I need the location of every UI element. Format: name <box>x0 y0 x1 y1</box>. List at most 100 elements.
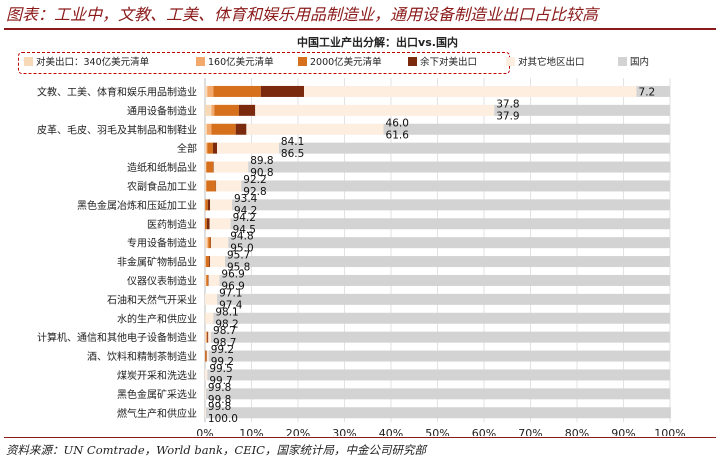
bar-segment <box>208 331 212 343</box>
x-tick-label: 70% <box>518 427 542 436</box>
bar-segment <box>230 218 670 230</box>
chart-title: 中国工业产出分解：出口vs.国内 <box>297 35 458 49</box>
data-label: 84.1 <box>281 136 304 148</box>
bar-segment <box>205 199 208 211</box>
bar-segment <box>205 142 207 154</box>
bar-segment <box>228 237 670 249</box>
bar-segment <box>206 161 214 173</box>
bar-segment <box>205 331 206 343</box>
data-label: 7.2 <box>639 86 656 98</box>
bar-segment <box>205 293 218 305</box>
bar-segment <box>213 85 261 97</box>
legend-label: 对美出口：340亿美元清单 <box>36 56 150 68</box>
bar-segment <box>231 199 670 211</box>
data-label: 99.8 <box>208 382 231 394</box>
category-label: 石油和天然气开采业 <box>107 293 197 306</box>
bar-segment <box>217 142 279 154</box>
category-label: 煤炭开采和洗选业 <box>117 369 197 382</box>
data-labels: 7.237.837.946.061.684.186.589.890.892.29… <box>208 86 655 424</box>
bar-segment <box>304 85 637 97</box>
bar-segment <box>205 350 207 362</box>
data-label: 99.2 <box>211 344 234 356</box>
gridlines <box>204 78 671 423</box>
bar-segment <box>205 369 208 381</box>
bar-segment <box>214 104 239 116</box>
category-label: 燃气生产和供应业 <box>117 407 197 420</box>
legend-swatch <box>24 57 33 66</box>
category-label: 专用设备制造业 <box>127 237 197 250</box>
data-label: 94.2 <box>233 212 256 224</box>
bar-segment <box>208 237 211 249</box>
bar-segment <box>205 407 206 419</box>
source-rule <box>4 437 716 438</box>
bar-segment <box>246 123 384 135</box>
bar-segment <box>211 123 236 135</box>
bar-segment <box>206 218 210 230</box>
legend-label: 对其它地区出口 <box>518 56 585 68</box>
data-label: 94.5 <box>233 224 256 236</box>
data-label: 37.9 <box>496 110 519 122</box>
bar-segment <box>210 256 225 268</box>
bar-segment <box>206 123 212 135</box>
bar-segment <box>260 85 305 97</box>
data-label: 37.8 <box>496 98 519 110</box>
data-label: 100.0 <box>208 413 238 425</box>
legend-label: 2000亿美元清单 <box>310 56 382 68</box>
bar-segment <box>248 161 671 173</box>
bar-segment <box>235 123 247 135</box>
bar-segment <box>224 256 670 268</box>
bar-segment <box>211 104 215 116</box>
category-label: 水的生产和供应业 <box>117 312 197 325</box>
bar-segment <box>207 369 670 381</box>
data-label: 99.8 <box>208 394 231 406</box>
title-rule <box>4 28 716 30</box>
data-label: 94.8 <box>230 231 253 243</box>
data-label: 95.0 <box>230 243 253 255</box>
bars <box>205 85 671 419</box>
bar-segment <box>205 180 206 192</box>
legend-swatch <box>618 57 627 66</box>
x-tick-label: 20% <box>286 427 310 436</box>
bar-segment <box>278 142 670 154</box>
bar-segment <box>205 388 206 400</box>
bar-segment <box>206 142 208 154</box>
bar-segment <box>494 104 670 116</box>
bar-segment <box>205 218 207 230</box>
x-tick-labels: 0% 10% 20% 30% 40% 50% 60% 70% 80% 90% 100% <box>196 427 685 436</box>
bar-segment <box>213 161 249 173</box>
bar-segment <box>207 237 209 249</box>
x-tick-label: 50% <box>425 427 449 436</box>
data-label: 94.2 <box>234 205 257 217</box>
category-label: 医药制造业 <box>147 218 197 231</box>
data-label: 97.1 <box>219 287 242 299</box>
bar-segment <box>206 180 216 192</box>
bar-segment <box>209 218 231 230</box>
bar-segment <box>207 142 213 154</box>
data-label: 96.9 <box>221 268 244 280</box>
data-label: 99.7 <box>209 375 232 387</box>
data-label: 92.8 <box>243 186 266 198</box>
bar-segment <box>217 293 670 305</box>
bar-segment <box>238 104 256 116</box>
data-label: 97.4 <box>219 299 243 311</box>
stacked-bar-chart: 7.237.837.946.061.684.186.589.890.892.29… <box>24 35 686 436</box>
category-label: 非金属矿物制品业 <box>117 256 197 269</box>
bar-segment <box>206 350 209 362</box>
legend-swatch <box>506 57 515 66</box>
data-label: 99.5 <box>209 363 232 375</box>
bar-segment <box>205 256 210 268</box>
legend: 对美出口：340亿美元清单 160亿美元清单 2000亿美元清单 余下对美出口 对其它地… <box>24 56 649 68</box>
x-tick-label: 0% <box>196 427 213 436</box>
bar-segment <box>219 274 671 286</box>
category-label: 酒、饮料和精制茶制造业 <box>87 350 197 363</box>
data-label: 98.1 <box>215 306 238 318</box>
source-note: 资料来源：UN Comtrade，World bank，CEIC，国家统计局，中… <box>6 443 426 457</box>
figure-title: 图表：工业中，文教、工美、体育和娱乐用品制造业，通用设备制造业出口占比较高 <box>6 5 599 24</box>
bar-segment <box>206 274 209 286</box>
legend-swatch <box>298 57 307 66</box>
data-label: 61.6 <box>386 129 410 141</box>
bar-segment <box>213 312 670 324</box>
bar-segment <box>205 161 206 173</box>
data-label: 99.2 <box>211 356 234 368</box>
data-label: 95.8 <box>227 262 250 274</box>
